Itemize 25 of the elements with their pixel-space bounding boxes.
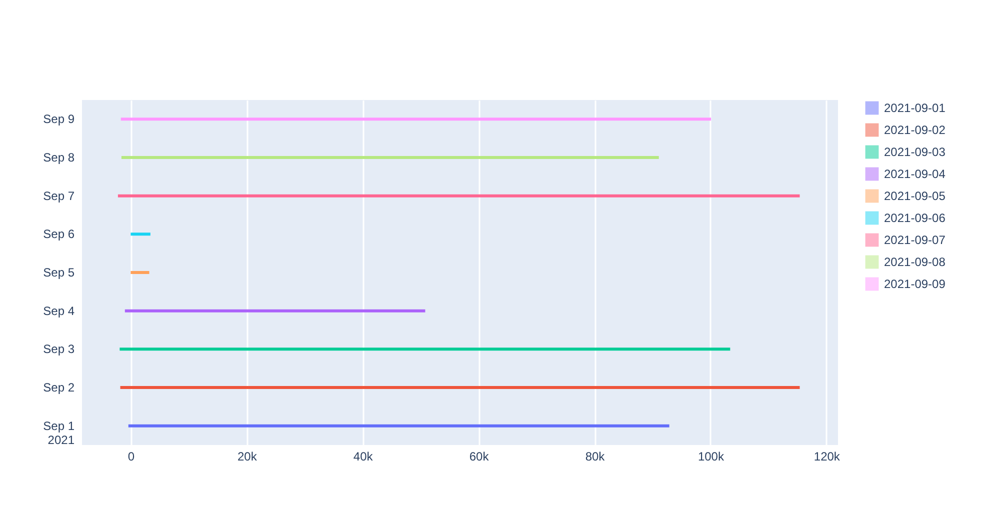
y-tick-label: Sep 2 (43, 380, 75, 394)
y-tick-label: Sep 1 2021 (43, 418, 75, 447)
y-tick-label: Sep 4 (43, 304, 75, 318)
x-tick-label: 100k (698, 450, 725, 464)
x-tick-label: 40k (353, 450, 374, 464)
legend-label: 2021-09-04 (884, 167, 946, 181)
y-tick-label: Sep 7 (43, 188, 75, 203)
legend-label: 2021-09-02 (884, 123, 946, 137)
y-tick-label: Sep 9 (43, 112, 75, 126)
legend-label: 2021-09-07 (884, 233, 946, 247)
x-tick-label: 120k (814, 450, 841, 464)
legend-label: 2021-09-09 (884, 277, 946, 291)
x-tick-label: 0 (128, 450, 135, 464)
y-tick-label: Sep 5 (43, 266, 75, 280)
legend-label: 2021-09-08 (884, 255, 946, 269)
y-tick-label: Sep 3 (43, 342, 75, 356)
legend-label: 2021-09-06 (884, 211, 946, 225)
legend-label: 2021-09-01 (884, 101, 946, 115)
legend-label: 2021-09-03 (884, 145, 946, 159)
x-tick-label: 60k (469, 450, 490, 464)
y-tick-label: Sep 8 (43, 150, 75, 164)
x-tick-label: 80k (585, 450, 606, 464)
y-tick-label: Sep 6 (43, 227, 75, 242)
x-tick-label: 20k (237, 450, 258, 464)
legend-label: 2021-09-05 (884, 189, 946, 203)
